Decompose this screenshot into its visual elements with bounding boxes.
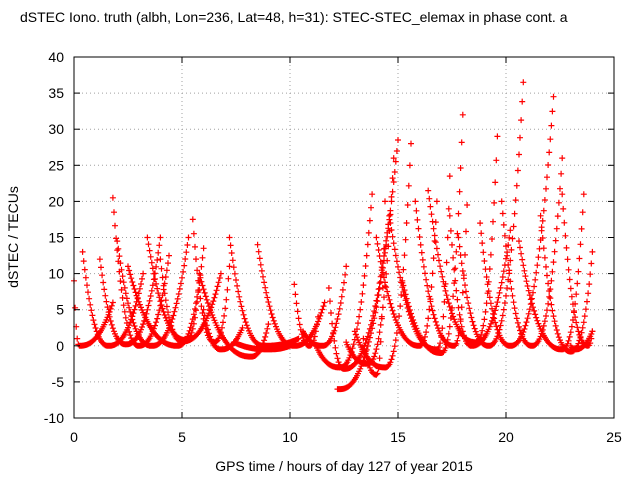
satellite-arc (412, 198, 471, 349)
marker-path (226, 234, 302, 349)
marker-path (559, 191, 596, 349)
y-axis-label: dSTEC / TECUs (5, 186, 21, 288)
marker-path (498, 155, 566, 349)
satellite-arc (360, 198, 388, 378)
y-tick-label: 25 (48, 157, 64, 173)
satellite-arc (226, 234, 302, 349)
satellite-arc (230, 339, 293, 353)
satellite-arc (399, 111, 466, 356)
y-tick-label: 40 (48, 49, 64, 65)
marker-path (567, 328, 596, 353)
marker-path (157, 256, 224, 345)
satellite-arc (325, 212, 393, 372)
marker-path (334, 137, 401, 393)
satellite-arc (516, 191, 587, 353)
marker-path (109, 194, 172, 349)
y-tick-label: -10 (44, 410, 64, 426)
y-tick-label: 35 (48, 85, 64, 101)
marker-path (189, 216, 233, 346)
data-series (71, 79, 596, 393)
chart-title: dSTEC Iono. truth (albh, Lon=236, Lat=48… (20, 9, 568, 25)
axes: 0 5 10 15 20 25 -10 -5 0 5 10 15 20 25 30 35 40 (44, 49, 622, 445)
satellite-arc (537, 212, 596, 355)
satellite-arc (254, 241, 328, 349)
satellite-arc (567, 328, 596, 353)
satellite-arc (109, 194, 172, 349)
x-tick-label: 10 (282, 429, 298, 445)
grid (74, 57, 614, 418)
marker-path (360, 198, 388, 378)
y-tick-label: 0 (56, 338, 64, 354)
satellite-arc (498, 155, 566, 349)
y-tick-label: 10 (48, 266, 64, 282)
marker-path (125, 245, 207, 349)
x-axis-label: GPS time / hours of day 127 of year 2015 (215, 458, 473, 474)
x-tick-label: 5 (178, 429, 186, 445)
satellite-arc (114, 234, 192, 349)
marker-path (144, 234, 203, 343)
marker-path (412, 198, 471, 349)
marker-path (425, 133, 501, 346)
y-tick-label: 15 (48, 230, 64, 246)
y-tick-label: 30 (48, 121, 64, 137)
marker-path (516, 191, 587, 353)
y-tick-label: 5 (56, 302, 64, 318)
satellite-arc (144, 234, 203, 343)
marker-path (254, 241, 328, 349)
satellite-arc (559, 191, 596, 349)
x-tick-label: 0 (70, 429, 78, 445)
marker-path (399, 111, 466, 356)
satellite-arc (125, 245, 207, 349)
satellite-arc (425, 133, 501, 346)
marker-path (446, 212, 514, 349)
y-tick-label: 20 (48, 193, 64, 209)
x-tick-label: 25 (606, 429, 622, 445)
satellite-arc (334, 137, 401, 393)
x-tick-label: 15 (390, 429, 406, 445)
marker-path (537, 212, 596, 355)
y-tick-label: -5 (52, 374, 65, 390)
marker-path (114, 234, 192, 349)
satellite-arc (189, 216, 233, 346)
satellite-arc (157, 256, 224, 345)
marker-path (325, 212, 393, 372)
marker-path (230, 339, 293, 353)
x-tick-label: 20 (498, 429, 514, 445)
satellite-arc (446, 212, 514, 349)
